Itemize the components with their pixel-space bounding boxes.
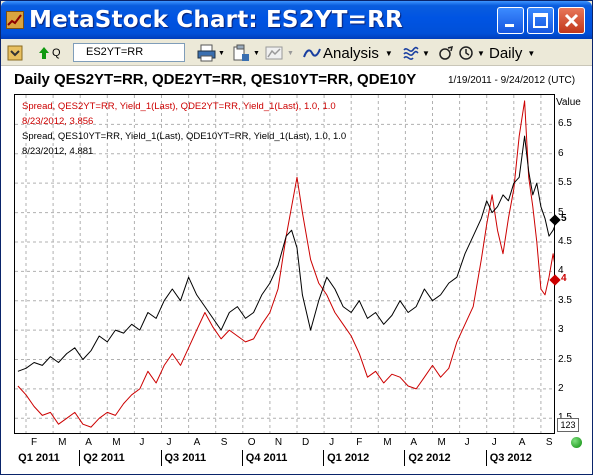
x-quarter-label: Q1 2011 — [18, 452, 60, 464]
legend-10y-spread-title: Spread, QES10YT=RR, Yield_1(Last), QDE10… — [22, 131, 347, 142]
x-month-label: A — [193, 437, 201, 448]
analysis-label: Analysis — [323, 44, 379, 62]
x-month-label: M — [58, 437, 67, 448]
indicator-icon[interactable] — [403, 43, 419, 63]
close-button[interactable] — [558, 7, 585, 34]
print-dropdown-icon[interactable]: ▼ — [218, 49, 225, 57]
x-month-label: N — [274, 437, 283, 448]
quarter-separator — [323, 450, 325, 466]
y-tick-label: 2.5 — [558, 353, 572, 365]
x-month-label: S — [220, 437, 228, 448]
x-month-label: A — [518, 437, 526, 448]
x-month-label: O — [247, 437, 256, 448]
chart-properties-icon[interactable] — [233, 43, 251, 63]
quote-label: Q — [52, 47, 61, 59]
quarter-separator — [241, 450, 243, 466]
quarter-separator — [485, 450, 487, 466]
analysis-menu[interactable]: Analysis ▼ — [303, 43, 393, 63]
title-bar[interactable]: MetaStock Chart: ES2YT=RR — [1, 1, 592, 39]
chart-area[interactable]: Daily QES2YT=RR, QDE2YT=RR, QES10YT=RR, … — [1, 66, 592, 474]
series-10y-spread-line[interactable] — [17, 135, 554, 372]
y-tick-label: 4.5 — [558, 235, 572, 247]
analysis-wave-icon — [303, 48, 321, 58]
y-tick-label: 6.5 — [558, 118, 572, 130]
x-quarter-label: Q2 2012 — [408, 452, 451, 464]
x-quarter-label: Q3 2011 — [164, 452, 207, 464]
value-axis-title: Value — [556, 97, 581, 108]
x-month-label: J — [329, 437, 335, 448]
chart-date-range: 1/19/2011 - 9/24/2012 (UTC) — [448, 75, 576, 86]
x-quarter-label: Q4 2011 — [245, 452, 288, 464]
x-month-label: A — [410, 437, 418, 448]
x-quarter-label: Q3 2012 — [489, 452, 532, 464]
metastock-app-icon[interactable] — [6, 11, 24, 29]
minimize-button[interactable] — [497, 7, 524, 34]
x-month-label: J — [491, 437, 497, 448]
properties-dropdown-icon[interactable]: ▼ — [253, 49, 260, 57]
y-tick-label: 6 — [558, 147, 564, 159]
clock-icon[interactable] — [458, 43, 474, 63]
x-month-label: M — [383, 437, 392, 448]
collapse-toolbar-icon[interactable] — [7, 43, 23, 63]
legend-2y-spread-value: 8/23/2012, 3.856 — [22, 116, 94, 127]
x-axis[interactable]: F M A M J J A S O N D J F M A M J J A S Q1 2011 Q2 2011 Q3 201… — [14, 435, 555, 469]
y-tick-label: 1.5 — [558, 412, 572, 423]
quarter-separator — [79, 450, 81, 466]
x-month-label: J — [139, 437, 145, 448]
green-up-arrow-icon — [39, 47, 49, 59]
quarter-separator — [404, 450, 406, 466]
x-quarter-label: Q2 2011 — [83, 452, 125, 464]
y-tick-label: 4 — [558, 265, 564, 277]
series-2y-spread-line[interactable] — [17, 100, 554, 428]
x-month-label: M — [112, 437, 121, 448]
legend-10y-spread-value: 8/23/2012, 4.881 — [22, 146, 94, 157]
x-month-label: F — [356, 437, 363, 448]
toolbar: Q ▼ ES2YT=RR ▼ ▼ ▼ Analysis ▼ ▼ ▼ — [1, 40, 592, 66]
periodicity-dropdown-icon: ▼ — [527, 48, 536, 58]
refresh-icon[interactable] — [438, 43, 454, 63]
y-tick-label: 3.5 — [558, 294, 572, 306]
x-month-label: D — [302, 437, 310, 448]
x-month-label: F — [31, 437, 38, 448]
maximize-button[interactable] — [527, 7, 554, 34]
print-icon[interactable] — [197, 43, 217, 63]
symbol-input[interactable]: ES2YT=RR — [73, 43, 185, 62]
value-scale-box[interactable]: 123 — [557, 418, 579, 432]
insert-chart-icon[interactable] — [265, 43, 283, 63]
indicator-dropdown-icon[interactable]: ▼ — [422, 48, 430, 58]
periodicity-menu[interactable]: Daily ▼ — [489, 43, 535, 63]
last-value-label: 5 — [561, 212, 567, 224]
y-tick-label: 3 — [558, 324, 564, 336]
chart-title: Daily QES2YT=RR, QDE2YT=RR, QES10YT=RR, … — [14, 71, 417, 88]
y-tick-label: 2 — [558, 382, 564, 394]
y-tick-label: 5.5 — [558, 177, 572, 189]
clock-dropdown-icon[interactable]: ▼ — [477, 48, 485, 58]
x-month-label: A — [85, 437, 92, 448]
x-quarter-label: Q1 2012 — [327, 452, 370, 464]
x-month-label: J — [464, 437, 470, 448]
x-month-label: M — [437, 437, 446, 448]
price-chart[interactable] — [15, 95, 554, 433]
x-month-label: S — [545, 437, 553, 448]
quarter-separator — [160, 450, 162, 466]
legend-2y-spread-title: Spread, QES2YT=RR, Yield_1(Last), QDE2YT… — [22, 101, 336, 112]
plot-area[interactable]: Spread, QES2YT=RR, Yield_1(Last), QDE2YT… — [14, 94, 555, 434]
y-tick-label: 5 — [558, 206, 564, 218]
periodicity-label: Daily — [489, 44, 523, 62]
x-month-label: J — [166, 437, 172, 448]
insert-dropdown-icon[interactable]: ▼ — [287, 49, 294, 57]
window-title: MetaStock Chart: ES2YT=RR — [29, 7, 403, 33]
analysis-dropdown-icon: ▼ — [384, 48, 393, 58]
last-value-label: 4 — [561, 272, 567, 284]
quote-button[interactable]: Q — [39, 43, 61, 63]
connection-status-icon — [571, 437, 582, 448]
